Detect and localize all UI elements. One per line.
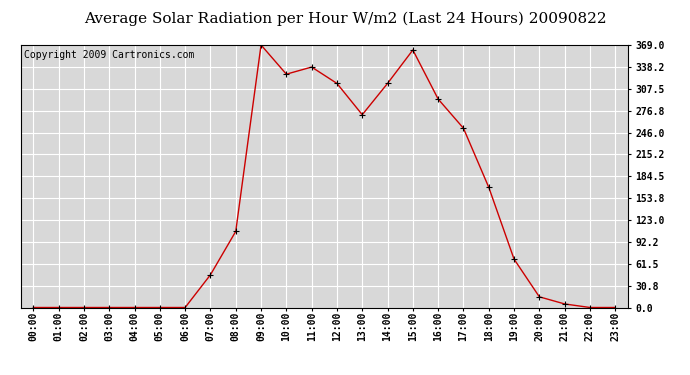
Text: Copyright 2009 Cartronics.com: Copyright 2009 Cartronics.com (23, 50, 194, 60)
Text: Average Solar Radiation per Hour W/m2 (Last 24 Hours) 20090822: Average Solar Radiation per Hour W/m2 (L… (83, 11, 607, 26)
